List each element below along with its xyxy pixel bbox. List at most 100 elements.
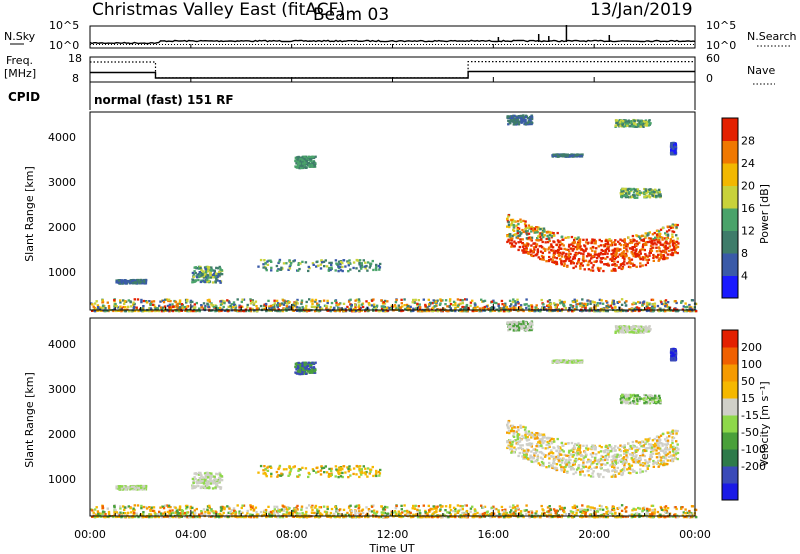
power-cell xyxy=(671,233,674,236)
velocity-cell xyxy=(540,464,544,467)
power-cell xyxy=(648,196,652,199)
power-cell xyxy=(220,300,223,303)
power-cell xyxy=(406,308,409,311)
velocity-cell xyxy=(629,444,632,448)
velocity-cell xyxy=(659,438,662,442)
power-cell xyxy=(652,238,655,241)
power-cell xyxy=(527,251,530,255)
power-cell xyxy=(630,195,634,199)
power-cell xyxy=(646,261,649,264)
power-cell xyxy=(208,266,211,269)
power-cell xyxy=(539,232,542,235)
power-cell xyxy=(515,115,518,118)
velocity-cell xyxy=(653,512,656,515)
velocity-cell xyxy=(330,467,333,470)
power-cell xyxy=(212,305,216,309)
velocity-cell xyxy=(621,473,624,476)
power-cell xyxy=(426,307,429,310)
power-cell xyxy=(621,262,624,266)
power-cell xyxy=(627,119,630,122)
velocity-cell xyxy=(547,512,550,516)
power-cell xyxy=(344,307,347,311)
power-cell xyxy=(119,301,122,304)
power-cell xyxy=(643,256,647,259)
power-cell xyxy=(548,255,551,259)
power-cell xyxy=(175,303,179,306)
velocity-cell xyxy=(582,461,585,464)
power-cell xyxy=(390,307,393,310)
power-cell xyxy=(409,308,412,311)
velocity-cell xyxy=(375,472,378,475)
power-cell xyxy=(600,248,603,252)
power-cell xyxy=(208,298,211,301)
power-cell xyxy=(308,309,311,312)
power-cell xyxy=(184,298,188,302)
power-cell xyxy=(374,267,378,270)
power-cell xyxy=(628,191,631,194)
velocity-cell xyxy=(219,473,222,476)
power-cell xyxy=(160,310,164,313)
power-cell xyxy=(552,232,555,235)
power-cell xyxy=(648,119,651,122)
power-cell xyxy=(621,239,624,242)
velocity-cell xyxy=(665,454,668,457)
power-cell xyxy=(611,256,614,259)
velocity-cell xyxy=(358,469,361,472)
power-cell xyxy=(115,305,118,308)
velocity-cell xyxy=(516,438,519,441)
velocity-cell xyxy=(555,467,558,470)
velocity-cell xyxy=(194,472,197,475)
velocity-cell xyxy=(266,466,269,469)
velocity-cell xyxy=(278,508,282,512)
velocity-cell xyxy=(610,445,613,448)
power-cell xyxy=(294,165,297,168)
power-cell xyxy=(642,258,645,261)
velocity-cell xyxy=(307,471,310,475)
power-cell xyxy=(627,187,630,191)
velocity-cell xyxy=(355,473,358,476)
power-cell xyxy=(322,299,326,302)
power-cell xyxy=(541,251,544,255)
power-cell xyxy=(573,240,576,244)
power-cell xyxy=(574,245,577,249)
velocity-cell xyxy=(205,483,208,486)
power-cell xyxy=(514,304,517,307)
power-cell xyxy=(430,308,434,311)
power-cell xyxy=(186,310,189,313)
velocity-cell xyxy=(599,457,603,461)
power-cell xyxy=(599,244,603,247)
power-cell xyxy=(607,305,611,308)
velocity-cell xyxy=(292,466,295,469)
power-cell xyxy=(655,235,659,238)
power-cell xyxy=(530,225,534,229)
power-cell xyxy=(675,226,678,229)
power-cell xyxy=(643,193,646,196)
velocity-cell xyxy=(531,435,535,438)
power-cell xyxy=(643,187,646,191)
velocity-cell xyxy=(663,462,666,465)
power-cell xyxy=(638,122,641,125)
power-cell xyxy=(632,249,635,252)
velocity-cell xyxy=(676,451,680,455)
velocity-cell xyxy=(218,480,221,483)
power-cell xyxy=(257,307,260,310)
velocity-cell xyxy=(650,445,654,448)
power-cell xyxy=(91,309,94,312)
velocity-cell xyxy=(664,446,668,449)
power-cell xyxy=(119,305,122,308)
power-cell xyxy=(420,310,424,313)
power-cell xyxy=(620,190,623,193)
power-cell xyxy=(652,253,655,257)
velocity-cell xyxy=(627,471,631,474)
velocity-cell xyxy=(537,462,540,465)
power-cell xyxy=(352,266,355,270)
velocity-cell xyxy=(613,453,617,456)
velocity-cell xyxy=(512,439,516,443)
power-cell xyxy=(517,234,520,238)
power-cell xyxy=(133,305,136,308)
velocity-cell xyxy=(582,444,585,447)
velocity-cell xyxy=(339,475,343,478)
velocity-cell xyxy=(517,440,520,444)
velocity-cell xyxy=(606,510,610,513)
power-cell xyxy=(490,300,494,303)
